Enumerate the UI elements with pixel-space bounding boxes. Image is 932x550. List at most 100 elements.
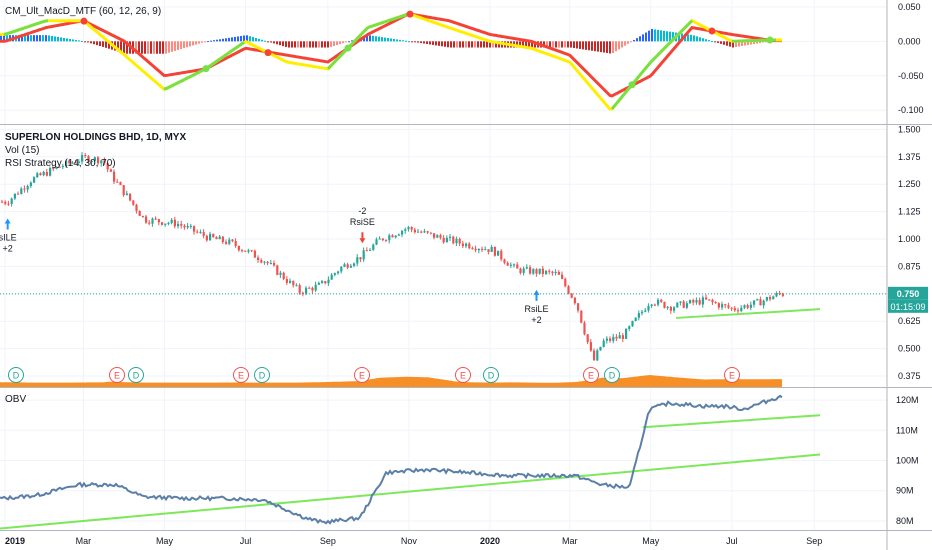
macd-hist-bar bbox=[567, 41, 569, 48]
macd-hist-bar bbox=[456, 41, 458, 48]
macd-hist-bar bbox=[570, 41, 572, 48]
macd-hist-bar bbox=[534, 41, 536, 48]
candle-body bbox=[717, 303, 720, 308]
candle-body bbox=[593, 350, 596, 361]
macd-hist-bar bbox=[402, 40, 404, 42]
macd-hist-bar bbox=[126, 41, 128, 54]
macd-hist-bar bbox=[666, 31, 668, 42]
macd-hist-bar bbox=[27, 35, 29, 42]
price-title[interactable]: SUPERLON HOLDINGS BHD, 1D, MYX bbox=[5, 132, 187, 143]
candle-body bbox=[554, 271, 557, 274]
macd-hist-bar bbox=[585, 41, 587, 50]
macd-hist-bar bbox=[372, 35, 374, 42]
candle-body bbox=[503, 259, 506, 263]
macd-hist-bar bbox=[663, 30, 665, 42]
svg-text:E: E bbox=[359, 371, 365, 381]
macd-rising-segment bbox=[358, 30, 366, 37]
x-tick-label: 2019 bbox=[5, 536, 25, 546]
macd-hist-bar bbox=[624, 41, 626, 46]
candle-body bbox=[401, 230, 404, 235]
macd-rising-segment bbox=[211, 60, 217, 66]
svg-text:E: E bbox=[460, 371, 466, 381]
candle-body bbox=[167, 222, 170, 224]
macd-hist-bar bbox=[81, 40, 83, 42]
earnings-event[interactable]: E bbox=[583, 367, 599, 383]
macd-hist-bar bbox=[465, 41, 467, 48]
macd-rising-segment bbox=[666, 39, 674, 46]
candle-body bbox=[541, 268, 544, 274]
macd-hist-bar bbox=[54, 36, 56, 42]
macd-hist-bar bbox=[303, 41, 305, 48]
obv-y-tick: 120M bbox=[896, 395, 919, 405]
macd-hist-bar bbox=[645, 32, 647, 42]
obv-title[interactable]: OBV bbox=[5, 394, 27, 405]
macd-hist-bar bbox=[381, 37, 383, 42]
macd-hist-bar bbox=[123, 41, 125, 54]
macd-hist-bar bbox=[165, 41, 167, 54]
x-axis[interactable]: 2019 Mar May Jul Sep Nov 2020 Mar May Jul Sep bbox=[5, 536, 822, 546]
earnings-event[interactable]: E bbox=[354, 367, 370, 383]
earnings-event[interactable]: E bbox=[455, 367, 471, 383]
candle-body bbox=[330, 274, 333, 280]
dividend-event[interactable]: D bbox=[604, 367, 620, 383]
price-y-tick: 1.500 bbox=[898, 124, 921, 134]
macd-hist-bar bbox=[189, 41, 191, 47]
candle-body bbox=[689, 300, 692, 304]
candle-body bbox=[439, 235, 442, 238]
macd-hist-bar bbox=[180, 41, 182, 50]
macd-title[interactable]: CM_Ult_MacD_MTF (60, 12, 26, 9) bbox=[5, 6, 162, 17]
dividend-event[interactable]: D bbox=[254, 367, 270, 383]
macd-hist-bar bbox=[564, 41, 566, 48]
dividend-event[interactable]: D bbox=[483, 367, 499, 383]
candle-body bbox=[532, 269, 535, 274]
macd-hist-bar bbox=[87, 41, 89, 43]
candle-body bbox=[29, 182, 32, 187]
macd-hist-bar bbox=[183, 41, 185, 49]
candle-body bbox=[282, 272, 285, 280]
candle-body bbox=[445, 237, 448, 243]
macd-hist-bar bbox=[639, 36, 641, 42]
dividend-event[interactable]: D bbox=[128, 367, 144, 383]
macd-hist-bar bbox=[696, 36, 698, 42]
candle-body bbox=[49, 168, 52, 176]
candle-body bbox=[775, 292, 778, 297]
x-tick-label: Jul bbox=[726, 536, 738, 546]
macd-rising-segment bbox=[215, 57, 221, 63]
candle-body bbox=[634, 317, 637, 322]
earnings-event[interactable]: E bbox=[724, 367, 740, 383]
candle-body bbox=[513, 264, 516, 266]
macd-hist-bar bbox=[153, 41, 155, 54]
macd-hist-bar bbox=[135, 41, 137, 54]
dividend-event[interactable]: D bbox=[8, 367, 24, 383]
macd-hist-bar bbox=[171, 41, 173, 52]
macd-hist-bar bbox=[495, 41, 497, 48]
candle-body bbox=[621, 335, 624, 339]
macd-hist-bar bbox=[231, 37, 233, 42]
candle-body bbox=[353, 263, 356, 266]
macd-hist-bar bbox=[438, 41, 440, 46]
macd-hist-bar bbox=[615, 41, 617, 52]
macd-hist-bar bbox=[177, 41, 179, 50]
candle-body bbox=[551, 271, 554, 274]
candle-body bbox=[509, 264, 512, 266]
signal-arrow-down bbox=[359, 232, 366, 244]
earnings-event[interactable]: E bbox=[109, 367, 125, 383]
macd-rising-segment bbox=[395, 15, 401, 20]
candle-body bbox=[669, 306, 672, 311]
vol-label[interactable]: Vol (15) bbox=[5, 145, 40, 156]
macd-rising-segment bbox=[326, 63, 334, 70]
macd-cross-dot bbox=[628, 81, 636, 89]
macd-hist-bar bbox=[174, 41, 176, 51]
macd-hist-bar bbox=[204, 41, 206, 43]
candle-body bbox=[289, 280, 292, 283]
macd-hist-bar bbox=[312, 41, 314, 48]
macd-hist-bar bbox=[249, 36, 251, 42]
candle-body bbox=[369, 249, 372, 251]
macd-hist-bar bbox=[405, 40, 407, 42]
earnings-event[interactable]: E bbox=[233, 367, 249, 383]
macd-hist-bar bbox=[594, 41, 596, 52]
signal-arrow-up bbox=[533, 289, 540, 301]
macd-hist-bar bbox=[714, 41, 716, 43]
rsi-label[interactable]: RSI Strategy (14, 30, 70) bbox=[5, 158, 116, 169]
macd-hist-bar bbox=[192, 41, 194, 46]
